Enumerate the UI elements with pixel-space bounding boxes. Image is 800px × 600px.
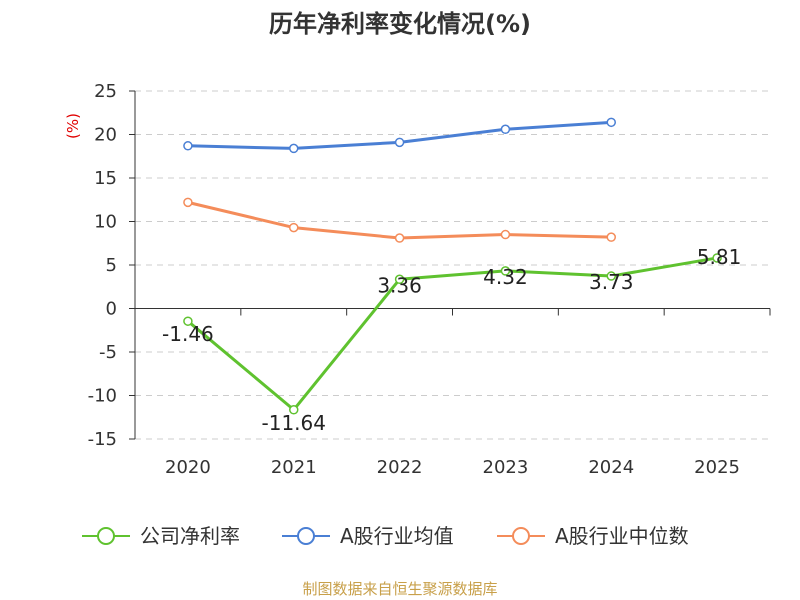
data-point bbox=[289, 405, 299, 415]
data-point bbox=[289, 222, 299, 233]
legend-marker bbox=[512, 527, 530, 545]
data-label: -11.64 bbox=[262, 411, 326, 435]
data-point bbox=[183, 316, 193, 326]
legend-item[interactable]: A股行业均值 bbox=[282, 524, 454, 548]
data-point bbox=[183, 197, 193, 208]
y-tick-label: -5 bbox=[99, 342, 117, 363]
legend-item[interactable]: 公司净利率 bbox=[82, 524, 240, 548]
legend-marker bbox=[97, 527, 115, 545]
data-point bbox=[606, 117, 616, 128]
data-source-footer: 制图数据来自恒生聚源数据库 bbox=[302, 580, 497, 598]
data-point bbox=[394, 137, 405, 148]
x-tick-label: 2022 bbox=[377, 457, 423, 478]
data-labels: -1.46 -11.64 3.36 4.32 3.73 5.81 bbox=[162, 245, 741, 435]
legend-label: 公司净利率 bbox=[140, 524, 240, 548]
data-label: -1.46 bbox=[162, 322, 214, 346]
legend-marker bbox=[297, 527, 315, 545]
series-lines bbox=[183, 117, 722, 415]
y-tick-label: 15 bbox=[94, 168, 117, 189]
data-label: 4.32 bbox=[483, 265, 528, 289]
x-tick-label: 2023 bbox=[483, 457, 529, 478]
series-line bbox=[186, 256, 718, 412]
legend-label: A股行业均值 bbox=[340, 524, 454, 548]
data-point bbox=[289, 143, 299, 154]
axes: 25 20 15 10 5 0 -5 -10 -15 2020 2021 2022 2023 2024 20… bbox=[88, 81, 771, 478]
chart-title: 历年净利率变化情况(%) bbox=[269, 10, 531, 38]
x-tick-label: 2021 bbox=[271, 457, 317, 478]
legend: 公司净利率 A股行业均值 A股行业中位数 bbox=[82, 524, 689, 548]
y-tick-label: -10 bbox=[88, 386, 117, 407]
data-point bbox=[394, 233, 405, 243]
data-point bbox=[394, 274, 405, 285]
y-axis-unit-label: (%) bbox=[64, 113, 82, 139]
data-point bbox=[500, 266, 511, 276]
data-label: 5.81 bbox=[697, 245, 742, 269]
y-tick-label: 25 bbox=[94, 81, 117, 102]
y-tick-label: -15 bbox=[88, 429, 117, 450]
data-point bbox=[606, 232, 616, 242]
y-tick-label: 0 bbox=[106, 299, 117, 320]
series-line bbox=[187, 200, 612, 240]
data-point bbox=[606, 271, 616, 281]
y-tick-label: 5 bbox=[106, 255, 117, 276]
gridlines bbox=[135, 90, 770, 440]
x-tick-label: 2025 bbox=[694, 457, 740, 478]
y-tick-label: 20 bbox=[94, 125, 117, 146]
y-tick-label: 10 bbox=[94, 212, 117, 233]
x-tick-label: 2020 bbox=[165, 457, 211, 478]
data-point bbox=[500, 229, 511, 240]
legend-item[interactable]: A股行业中位数 bbox=[497, 524, 689, 548]
x-tick-label: 2024 bbox=[588, 457, 634, 478]
data-label: 3.73 bbox=[589, 270, 634, 294]
data-label: 3.36 bbox=[377, 273, 422, 297]
legend-label: A股行业中位数 bbox=[555, 524, 689, 548]
data-point bbox=[183, 141, 193, 151]
data-point bbox=[500, 124, 511, 135]
data-point bbox=[712, 253, 722, 263]
